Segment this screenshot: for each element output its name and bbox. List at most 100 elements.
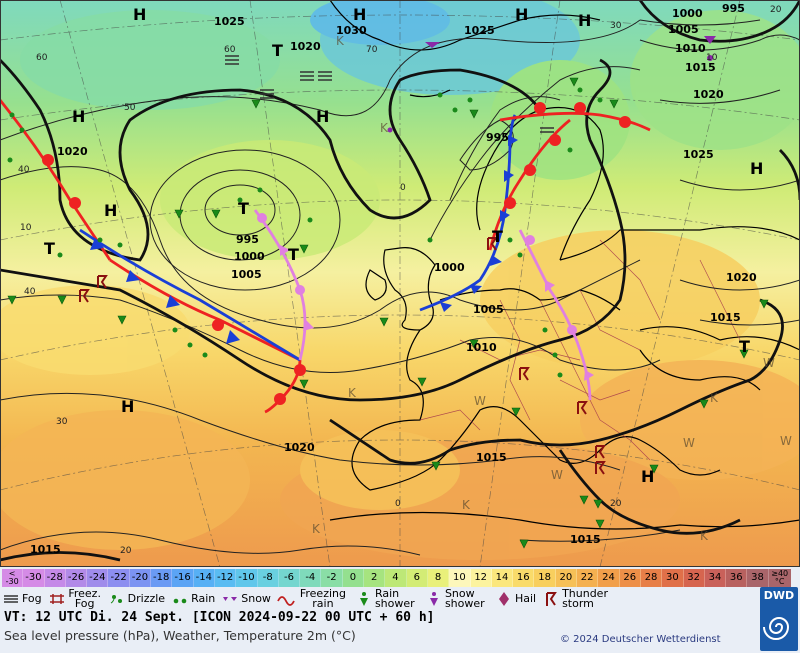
scale-cell: -20 [129, 569, 152, 587]
scale-cell: -8 [257, 569, 279, 587]
hail-icon [495, 590, 513, 608]
air-mass-w: W [474, 394, 486, 408]
scale-cell: 12 [470, 569, 492, 587]
pressure-centers: H H H H H H H H H H T T T T T T [44, 5, 763, 486]
scale-cell: 16 [513, 569, 535, 587]
air-mass-w: W [683, 436, 695, 450]
isobar-label: 1000 [234, 250, 265, 263]
scale-min-label: < -30 [2, 569, 24, 587]
temp-label: 70 [366, 45, 378, 55]
temp-label: 0 [400, 183, 406, 193]
temperature-patches [0, 0, 800, 560]
high-center: H [353, 5, 366, 24]
freezing-rain-icon [277, 590, 295, 608]
scale-min-value: -30 [5, 577, 19, 586]
temp-label: 20 [770, 5, 782, 15]
dwd-spiral-icon [763, 617, 790, 640]
isobar-label: 1020 [726, 271, 757, 284]
graticule [0, 0, 800, 567]
legend-label: Hail [514, 592, 537, 605]
high-center: H [133, 5, 146, 24]
air-mass-w: W [780, 434, 792, 448]
legend-item-freezing-rain: Freezing rain [277, 588, 349, 610]
isobar-label: 1025 [464, 24, 495, 37]
high-center: H [121, 397, 134, 416]
high-center: H [750, 159, 763, 178]
temp-label: 40 [24, 287, 36, 297]
legend-item-rain-shower: Rain shower [355, 588, 419, 610]
isobar-label: 1015 [30, 543, 61, 556]
legend-label: Thunder storm [562, 587, 608, 610]
scale-unit: °C [774, 577, 785, 586]
legend-item-snow-shower: Snow shower [425, 588, 489, 610]
scale-cell: -12 [214, 569, 237, 587]
scale-min-symbol: < [8, 569, 16, 578]
air-mass-w: W [763, 356, 775, 370]
scale-cell: 10 [449, 569, 471, 587]
legend-label: Snow [241, 592, 271, 605]
fog-symbols [225, 55, 554, 133]
temp-label: 20 [610, 499, 622, 509]
isobar-label: 1005 [668, 23, 699, 36]
high-center: H [316, 107, 329, 126]
high-center: H [515, 5, 528, 24]
temp-label: 60 [224, 45, 236, 55]
isobar-label: 1025 [214, 15, 245, 28]
air-mass-k: K [462, 498, 471, 512]
scale-max-value: ≥40 [771, 569, 789, 578]
rain-shower-icon [355, 590, 373, 608]
legend-item-drizzle: Drizzle [108, 588, 165, 610]
isobar-labels: 1025 1020 1030 1025 1000 995 1005 1010 1… [30, 2, 757, 556]
scale-cell: -22 [108, 569, 130, 587]
scale-cell: 0 [342, 569, 365, 587]
isobar-label: 1015 [570, 533, 601, 546]
legend-item-hail: Hail [495, 588, 536, 610]
high-center: H [578, 11, 591, 30]
high-center: H [104, 201, 117, 220]
scale-cell: -14 [193, 569, 215, 587]
air-mass-w: W [551, 468, 563, 482]
snow-icon [221, 590, 239, 608]
legend-label: Rain [191, 592, 216, 605]
scale-cell: 14 [491, 569, 514, 587]
temp-label: 50 [124, 103, 136, 113]
coastlines [329, 0, 800, 530]
scale-cell: -30 [23, 569, 45, 587]
rain-symbols [7, 87, 603, 378]
legend-label: Rain shower [374, 587, 415, 610]
legend-item-rain: Rain [171, 588, 215, 610]
temp-label: 60 [36, 53, 48, 63]
weather-symbol-legend: Fog Freez. Fog Drizzle Rain Snow Freezin… [2, 588, 756, 610]
scale-cell: 34 [704, 569, 727, 587]
svg-text:1020: 1020 [284, 441, 315, 454]
isobar-label: 1015 [710, 311, 741, 324]
scale-max-label: ≥40 °C [768, 569, 791, 587]
legend-item-fog: Fog [2, 588, 42, 610]
scale-cell: -26 [65, 569, 88, 587]
scale-cell: 4 [385, 569, 407, 587]
scale-cell: 6 [406, 569, 428, 587]
legend-label: Drizzle [127, 592, 166, 605]
low-center: T [288, 245, 299, 264]
isobar-label: 1015 [685, 61, 716, 74]
air-mass-k: K [710, 391, 719, 405]
thunderstorm-symbols [79, 237, 606, 475]
logo-text: DWD [763, 589, 795, 602]
scale-cell: 26 [619, 569, 641, 587]
map-description: Sea level pressure (hPa), Weather, Tempe… [4, 628, 356, 643]
isobar-label: 995 [236, 233, 259, 246]
air-mass-labels: K K K K W W W W W K K K [312, 34, 792, 543]
rain-shower-symbols [7, 77, 769, 549]
air-mass-k: K [380, 121, 389, 135]
isobar-label: 1000 [434, 261, 465, 274]
fog-icon [2, 590, 20, 608]
thunderstorm-icon [542, 590, 560, 608]
temp-label: 10 [20, 223, 32, 233]
scale-cell: 22 [577, 569, 599, 587]
isobar-label: 1000 [672, 7, 703, 20]
isobar-label-extra: 1020 [284, 441, 315, 454]
legend-label: Freez. Fog [68, 587, 101, 610]
isobar-label: 1020 [57, 145, 88, 158]
high-center: H [72, 107, 85, 126]
isobar-label: 1005 [231, 268, 262, 281]
